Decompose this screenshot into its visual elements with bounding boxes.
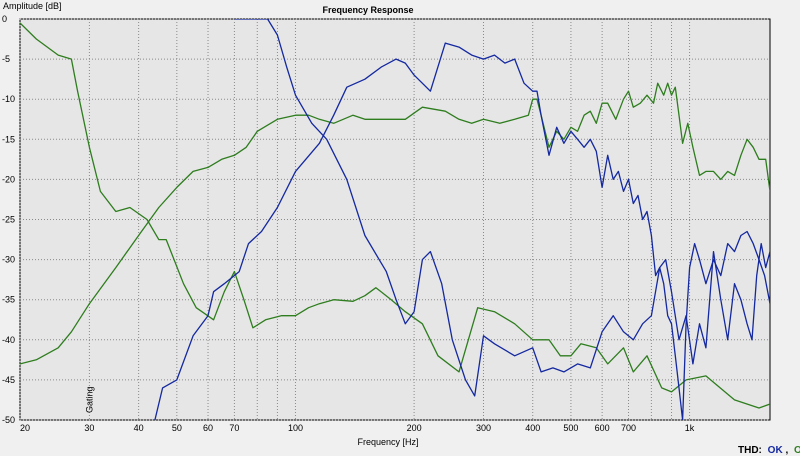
x-tick-label: 600: [595, 423, 610, 433]
x-tick-label: 400: [525, 423, 540, 433]
gating-marker-label: Gating: [84, 386, 94, 413]
x-tick-label: 60: [203, 423, 213, 433]
series-line-3: [154, 42, 770, 420]
series-line-1: [20, 22, 770, 409]
y-tick-label: -45: [2, 375, 15, 385]
x-tick-label: 200: [407, 423, 422, 433]
x-axis-label: Frequency [Hz]: [357, 437, 418, 447]
x-tick-label: 40: [134, 423, 144, 433]
y-tick-label: -20: [2, 174, 15, 184]
y-tick-label: -15: [2, 134, 15, 144]
y-tick-label: -5: [2, 54, 10, 64]
series-line-4: [234, 19, 770, 397]
x-tick-label: 700: [621, 423, 636, 433]
grid-lines: [19, 18, 770, 421]
thd-ok-2: OK: [794, 445, 800, 456]
thd-separator: ,: [785, 445, 788, 456]
x-tick-label: 300: [476, 423, 491, 433]
x-tick-label: 500: [563, 423, 578, 433]
y-axis-ticks: 0 -5 -10 -15 -20 -25 -30 -35 -40 -45 -50: [2, 14, 15, 425]
x-tick-label: 100: [288, 423, 303, 433]
y-tick-label: -35: [2, 295, 15, 305]
series-layer: [20, 19, 770, 420]
y-tick-label: -10: [2, 94, 15, 104]
x-tick-label: 1k: [685, 423, 695, 433]
thd-status: THD: OK , OK: [738, 445, 800, 456]
x-axis-ticks: 20 30 40 50 60 70 100 200 300 400 500 600 700 1k: [20, 423, 695, 433]
y-tick-label: -50: [2, 415, 15, 425]
x-tick-label: 20: [20, 423, 30, 433]
thd-ok-1: OK: [768, 445, 784, 456]
y-tick-label: 0: [2, 14, 7, 24]
y-tick-label: -40: [2, 335, 15, 345]
x-tick-label: 50: [172, 423, 182, 433]
chart-title: Frequency Response: [322, 5, 413, 15]
x-tick-label: 70: [229, 423, 239, 433]
x-tick-label: 30: [84, 423, 94, 433]
y-axis-label: Amplitude [dB]: [3, 1, 62, 11]
y-tick-label: -25: [2, 215, 15, 225]
thd-label: THD:: [738, 445, 762, 456]
y-tick-label: -30: [2, 255, 15, 265]
